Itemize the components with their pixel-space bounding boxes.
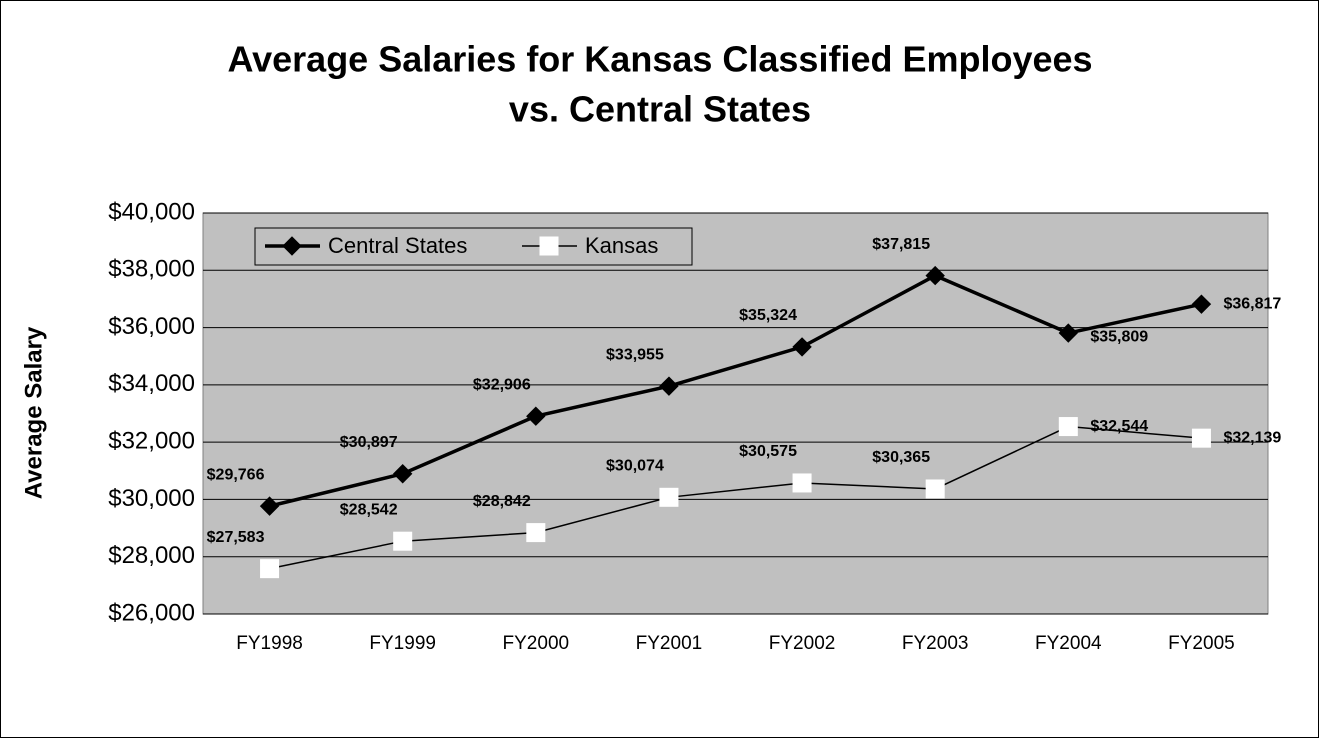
data-label: $33,955 [606, 346, 664, 363]
marker [1191, 294, 1212, 314]
series-line [269, 425, 1202, 570]
y-tick-label: $28,000 [108, 542, 195, 569]
y-tick-label: $40,000 [108, 198, 195, 225]
marker [925, 265, 945, 286]
data-label: $32,906 [473, 376, 531, 393]
marker [526, 406, 546, 426]
marker [792, 337, 812, 357]
data-label: $28,842 [473, 493, 531, 510]
y-tick-label: $26,000 [108, 599, 195, 626]
data-label: $30,575 [739, 443, 797, 460]
x-tick-label: FY2003 [902, 633, 969, 654]
marker [925, 479, 945, 499]
chart-title: vs. Central States [509, 89, 811, 130]
marker [1058, 323, 1079, 343]
marker [393, 531, 413, 551]
data-label: $32,544 [1090, 418, 1148, 435]
x-tick-label: FY2005 [1168, 633, 1235, 654]
y-tick-label: $32,000 [108, 427, 195, 454]
data-label: $29,766 [207, 466, 265, 483]
marker [260, 559, 280, 579]
data-label: $30,074 [606, 458, 664, 475]
x-tick-label: FY2004 [1035, 633, 1102, 654]
marker [1058, 417, 1078, 437]
x-tick-label: FY1999 [369, 633, 436, 654]
data-label: $28,542 [340, 501, 398, 518]
x-tick-label: FY1998 [236, 633, 303, 654]
legend-label: Kansas [585, 233, 658, 258]
y-tick-label: $30,000 [108, 485, 195, 512]
legend-marker [282, 236, 302, 256]
legend-marker [539, 236, 559, 256]
series-line [269, 273, 1202, 508]
marker [1191, 428, 1211, 448]
data-label: $36,817 [1223, 295, 1281, 312]
marker [259, 496, 280, 516]
data-label: $30,897 [340, 434, 398, 451]
data-label: $32,139 [1223, 429, 1281, 446]
marker [659, 487, 679, 507]
data-label: $27,583 [207, 529, 265, 546]
data-label: $30,365 [872, 449, 930, 466]
data-label: $37,815 [872, 236, 930, 253]
marker [659, 376, 679, 396]
marker [792, 473, 812, 493]
data-label: $35,324 [739, 307, 797, 324]
y-tick-label: $36,000 [108, 313, 195, 340]
marker [526, 523, 546, 543]
y-tick-label: $38,000 [108, 256, 195, 283]
data-label: $35,809 [1090, 328, 1148, 345]
y-tick-label: $34,000 [108, 370, 195, 397]
y-axis-title: Average Salary [20, 326, 47, 499]
x-tick-label: FY2002 [769, 633, 836, 654]
plot-area [202, 212, 1269, 615]
legend-box [254, 227, 693, 266]
x-tick-label: FY2001 [636, 633, 703, 654]
marker [392, 464, 413, 484]
x-tick-label: FY2000 [503, 633, 570, 654]
chart-title: Average Salaries for Kansas Classified E… [227, 39, 1092, 80]
legend-label: Central States [328, 233, 467, 258]
